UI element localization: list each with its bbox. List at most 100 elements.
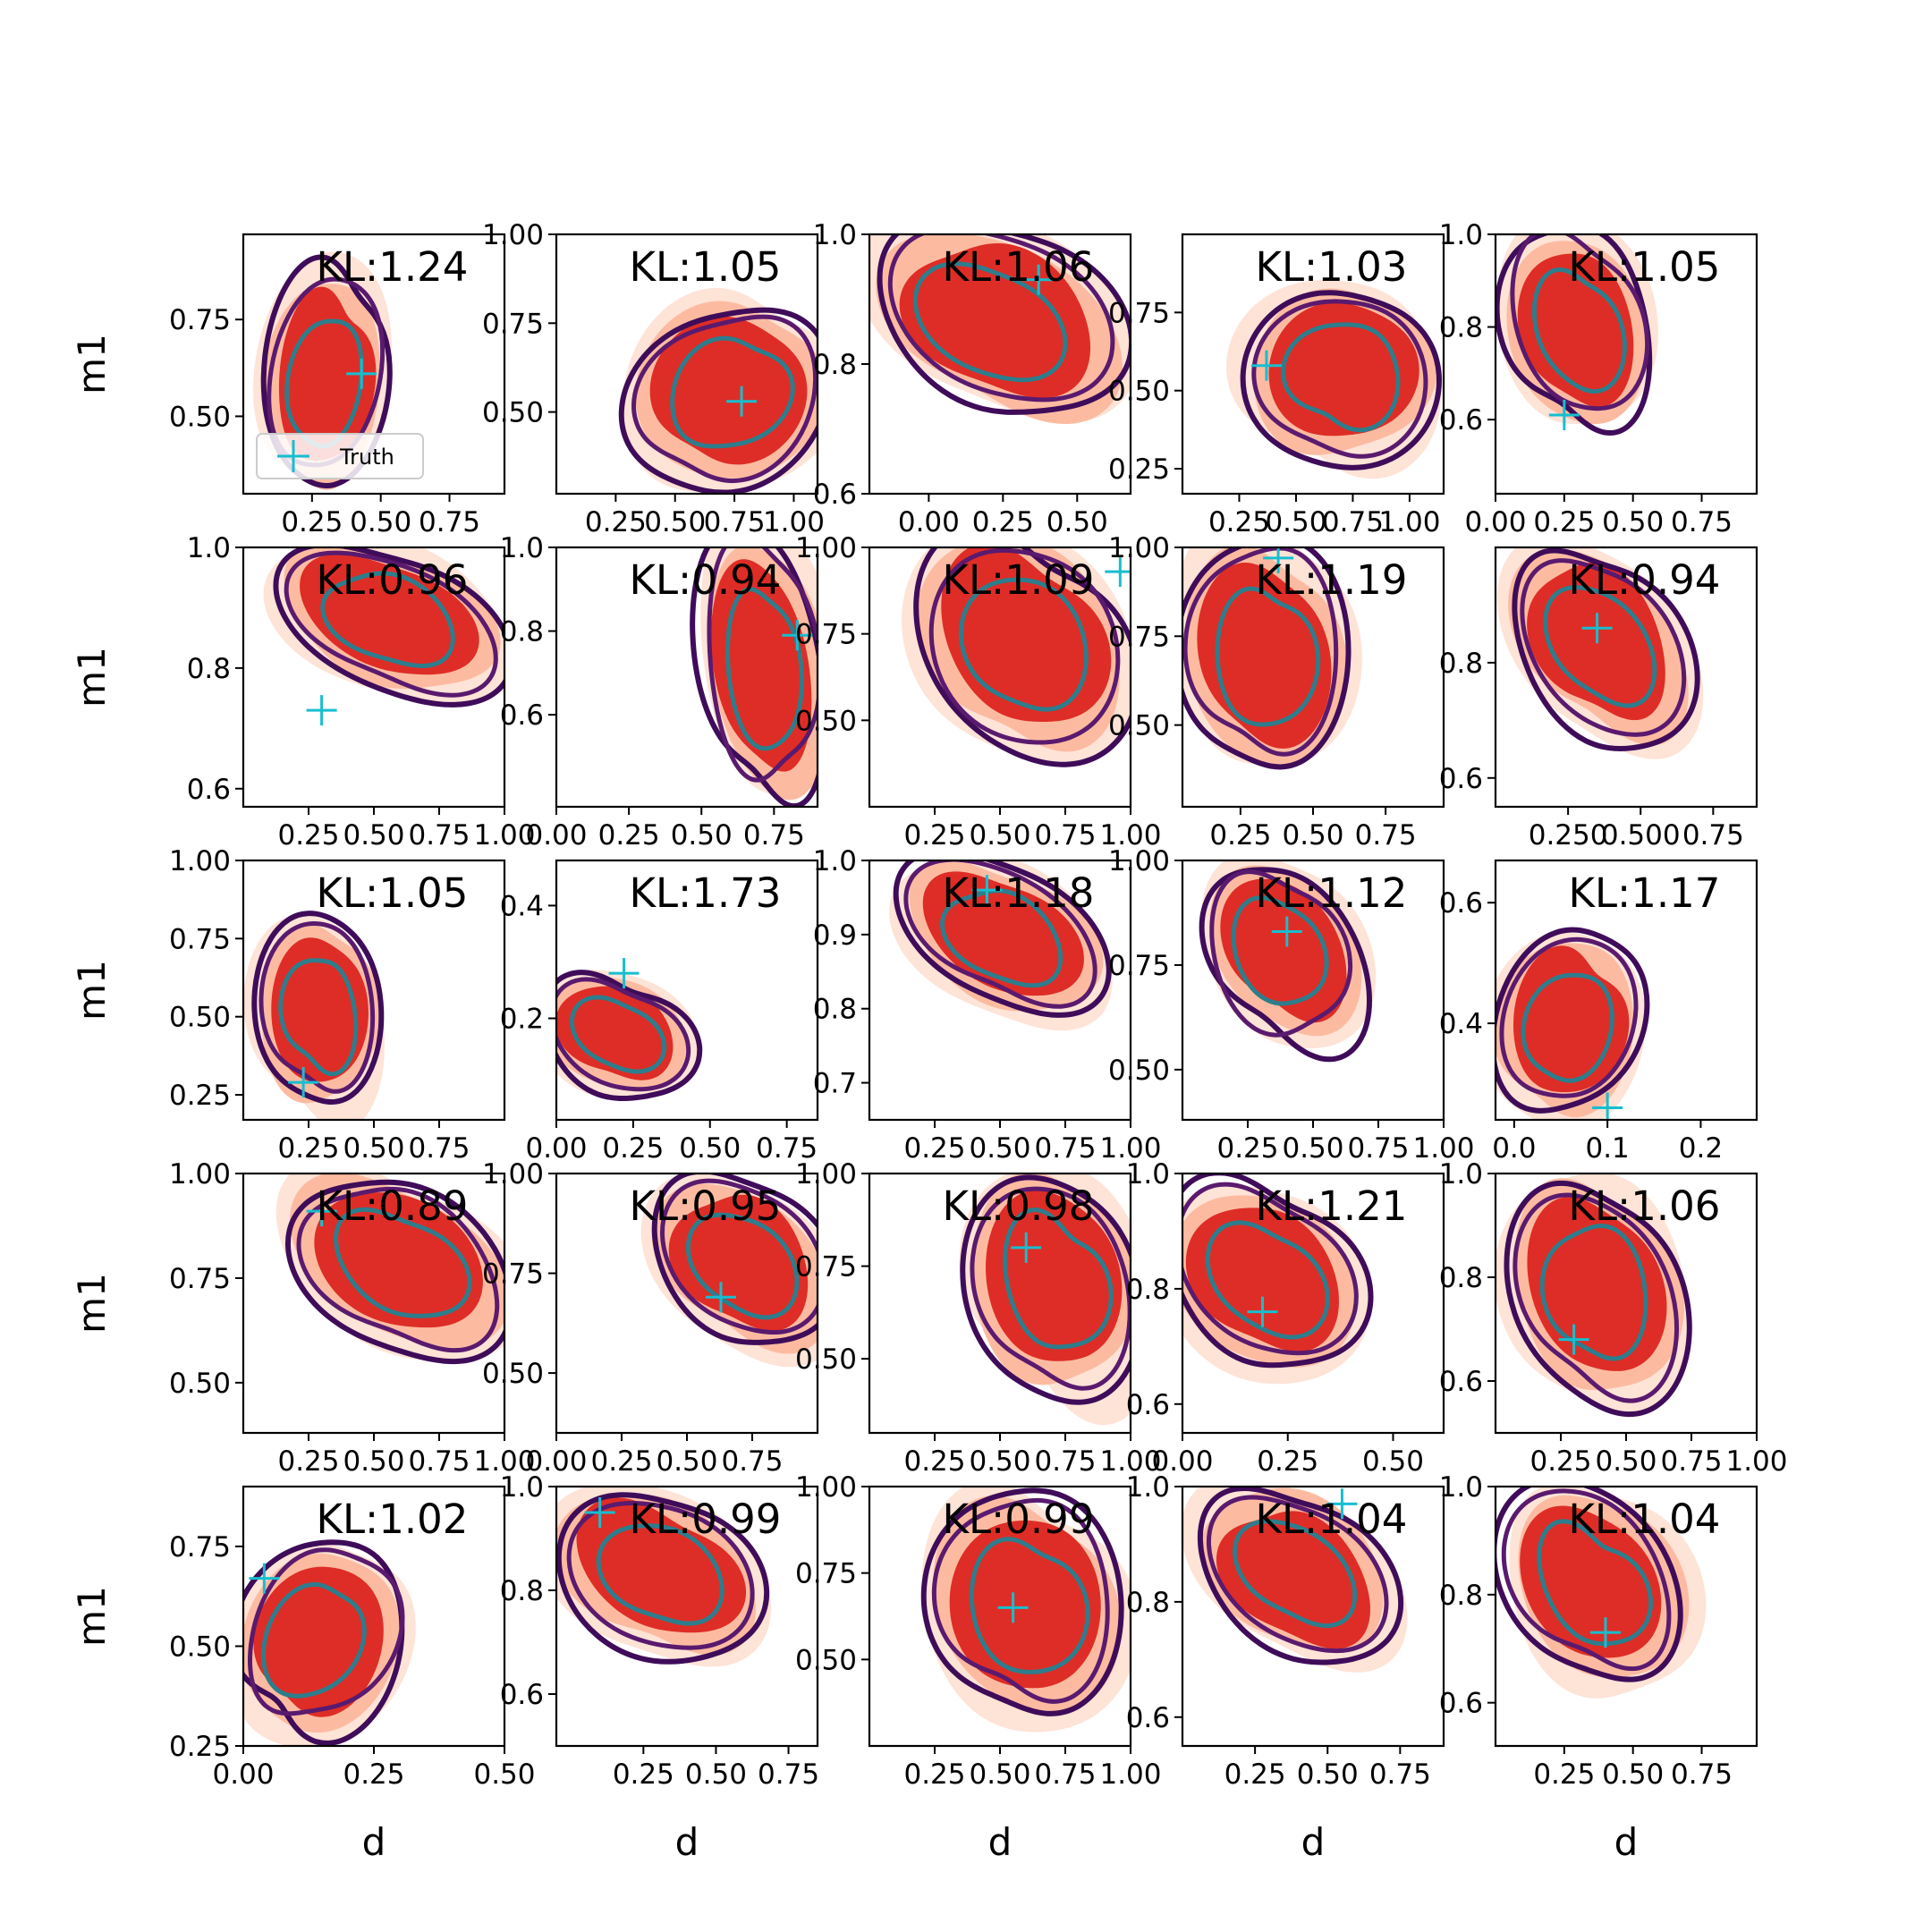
x-tick-label: 0.50: [473, 1758, 535, 1791]
x-tick-label: 0.75: [758, 1758, 819, 1791]
kl-label: KL:1.04: [1568, 1496, 1720, 1543]
x-tick-label: 0.25: [1530, 1445, 1591, 1478]
y-tick-label: 0.75: [795, 1558, 857, 1590]
y-tick-label: 0.50: [169, 1368, 231, 1400]
x-tick-label: 0.00: [212, 1758, 274, 1791]
x-tick-label: 0.25: [598, 819, 660, 852]
contour-line-outer: [243, 1539, 405, 1746]
kl-label: KL:1.18: [942, 869, 1094, 917]
legend-label: Truth: [339, 445, 394, 470]
density-fill-inner: [1520, 1505, 1662, 1658]
density-contours: [1182, 1487, 1408, 1673]
kl-label: KL:1.05: [629, 243, 781, 291]
contour-line-outer: [960, 1174, 1131, 1405]
x-tick-label: 0.250: [1529, 819, 1608, 852]
density-contours: [1496, 1487, 1707, 1699]
panel-grid: 0.25 0.50 0.750.500.75KL:1.24m1Truth0.250.…: [70, 219, 1788, 1864]
axes-frame: [1181, 1485, 1445, 1748]
x-tick-label: 0.50: [1297, 1758, 1359, 1791]
x-tick-label: 0.25: [903, 1132, 965, 1165]
x-tick-label: 0.25: [1533, 1758, 1595, 1791]
x-tick-label: 0.1: [1585, 1132, 1629, 1165]
x-axis-label: d: [362, 1820, 386, 1864]
y-tick-label: 0.6: [500, 699, 544, 732]
contour-line-mid: [659, 1178, 818, 1335]
kl-label: KL:1.21: [1255, 1182, 1407, 1230]
y-tick-label: 0.6: [813, 479, 857, 511]
contour-line-mid: [1251, 299, 1428, 459]
kl-label: KL:0.99: [942, 1496, 1094, 1543]
y-tick-label: 0.8: [1439, 1262, 1483, 1294]
x-tick-label: 0.50: [343, 1445, 404, 1478]
axes-frame: [1181, 233, 1445, 496]
x-tick-label: 0.00: [525, 1132, 587, 1165]
y-tick-label: 0.75: [169, 1531, 231, 1563]
density-fill-inner: [314, 1192, 483, 1328]
y-tick-label: 1.00: [1108, 532, 1170, 564]
panel: 0.00 0.25 0.50 0.75 0.6 0.8 1.0 KL:0.94: [500, 532, 819, 852]
y-tick-label: 0.8: [813, 994, 857, 1026]
contour-line-mid: [970, 1186, 1131, 1391]
x-tick-label: 0.75: [1660, 1445, 1722, 1478]
y-tick-label: 0.8: [1126, 1587, 1170, 1619]
kl-label: KL:1.24: [316, 243, 468, 291]
x-tick-label: 1.00: [473, 819, 535, 852]
x-tick-label: 0.50: [969, 819, 1030, 852]
contour-line-inner: [320, 571, 455, 669]
y-tick-label: 1.0: [813, 219, 857, 251]
kl-label: KL:1.06: [942, 243, 1094, 291]
x-tick-label: 0.75: [1034, 1445, 1096, 1478]
truth-marker: [584, 1497, 615, 1528]
x-tick-label: 1.00: [1099, 1445, 1161, 1478]
density-fill-inner: [1185, 1208, 1339, 1352]
density-contours: [1496, 927, 1650, 1120]
density-contours: [920, 1487, 1131, 1733]
y-tick-label: 0.50: [795, 1644, 857, 1676]
kl-label: KL:1.19: [1255, 556, 1407, 604]
contour-line-inner: [958, 577, 1089, 712]
x-tick-label: 0.50: [1282, 1132, 1343, 1165]
y-tick-label: 1.0: [813, 845, 857, 877]
density-fill-inner: [668, 1194, 809, 1332]
x-tick-label: 0.25: [903, 819, 965, 852]
panel: 0.25 0.50 0.75 1.00 0.6 0.8 1.0 KL:0.96 m1: [70, 532, 536, 852]
x-tick-label: 0.25: [1257, 1445, 1318, 1478]
y-tick-label: 0.6: [500, 1679, 544, 1711]
axes-frame: [1181, 1172, 1445, 1435]
y-tick-label: 0.50: [795, 705, 857, 737]
density-contours: [243, 911, 385, 1120]
x-tick-label: 0.25: [903, 1445, 965, 1478]
contour-line-mid: [1510, 234, 1650, 411]
x-axis-label: d: [1301, 1820, 1326, 1864]
contour-line-inner: [1281, 322, 1401, 433]
contour-line-inner: [1543, 585, 1657, 708]
contour-line-outer: [556, 1492, 770, 1665]
x-tick-label: 0.25: [277, 1445, 339, 1478]
x-tick-label: 0.50: [969, 1758, 1030, 1791]
x-tick-label: 1.00: [1099, 819, 1161, 852]
truth-marker: [1011, 1232, 1042, 1263]
x-tick-label: 1.00: [473, 1445, 535, 1478]
x-tick-label: 0.50: [1362, 1445, 1424, 1478]
contour-line-inner: [260, 1581, 367, 1699]
y-tick-label: 1.0: [1126, 1158, 1170, 1191]
x-tick-label: 0.50: [685, 1758, 747, 1791]
axes-frame: [555, 233, 819, 496]
contour-line-inner: [1003, 1208, 1114, 1350]
contour-line-inner: [1215, 586, 1321, 727]
x-tick-label: 0.50: [969, 1445, 1030, 1478]
panel: 0.00 0.25 0.50 0.6 0.8 1.0 KL:1.21: [1126, 1158, 1445, 1478]
truth-marker: [997, 1592, 1029, 1623]
x-tick-label: 0.75: [743, 819, 805, 852]
y-tick-label: 1.00: [795, 1158, 857, 1191]
x-tick-label: 0.25: [972, 506, 1034, 538]
y-tick-label: 0.75: [1108, 297, 1170, 329]
density-contours: [243, 1539, 416, 1746]
x-tick-label: 1.00: [1099, 1758, 1161, 1791]
density-contours: [275, 1174, 504, 1365]
y-tick-label: 1.0: [1439, 1471, 1483, 1504]
